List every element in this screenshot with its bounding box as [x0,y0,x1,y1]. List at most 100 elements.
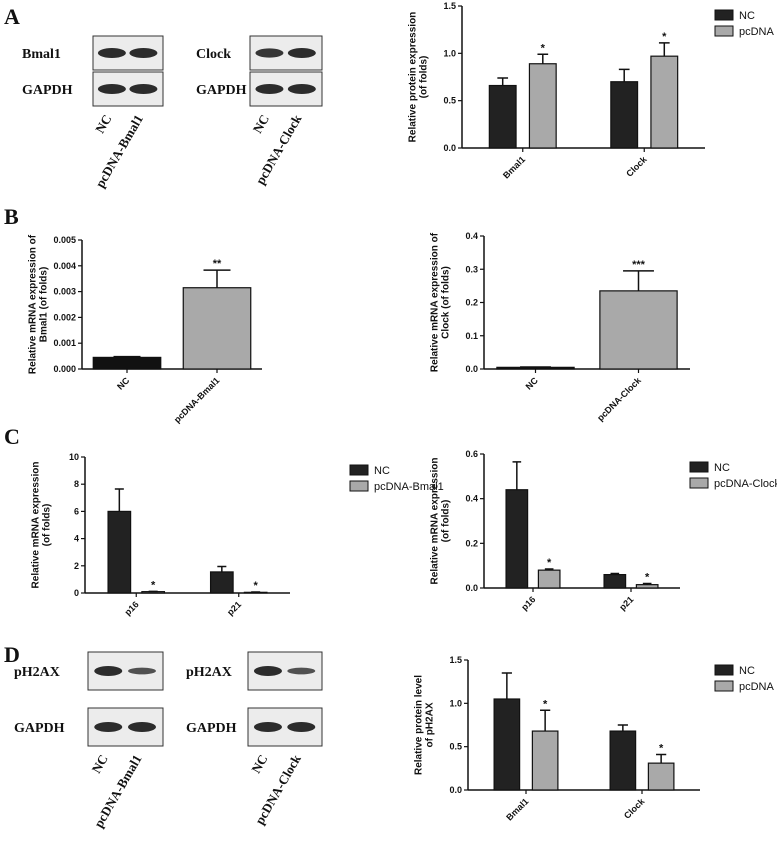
bar [650,55,679,149]
blot-row-label: pH2AX [186,665,232,680]
y-tick-label: 0.005 [53,235,76,245]
blot-band [287,722,316,732]
y-tick-label: 10 [69,452,79,462]
bar [488,84,517,149]
error-bar [217,565,227,572]
y-axis-label: Clock (of folds) [441,266,452,339]
panel-label: C [4,424,20,449]
y-tick-label: 8 [74,479,79,489]
error-bar [623,270,654,291]
lane-label: NC [250,112,272,136]
error-bar [544,568,554,571]
significance: * [543,698,548,710]
x-tick-label: p16 [519,594,537,612]
blot-row-label: GAPDH [196,83,247,98]
x-tick-label: Clock [622,796,647,821]
blot-band [128,722,156,732]
significance: * [659,742,664,754]
significance: ** [213,258,222,270]
error-bar [537,53,549,64]
y-tick-label: 0.1 [465,331,478,341]
blot-band [255,84,284,94]
x-tick-label: p21 [225,599,243,617]
blot-row-label: GAPDH [186,721,237,736]
y-tick-label: 0.003 [53,287,76,297]
x-tick-label: p16 [123,599,141,617]
y-tick-label: 0.004 [53,261,76,271]
legend-label: pcDNA [739,681,775,693]
y-axis-label: (of folds) [42,504,53,547]
legend-label: NC [739,665,755,677]
y-tick-label: 0.0 [465,364,478,374]
bar [92,356,162,370]
x-tick-label: p21 [617,594,635,612]
legend-label: NC [374,465,390,477]
y-tick-label: 0.0 [465,583,478,593]
y-tick-label: 0.3 [465,264,478,274]
error-bar [512,461,522,490]
y-tick-label: 0.5 [443,96,456,106]
lane-label: NC [88,752,110,776]
y-axis-label: Relative mRNA expression [31,462,42,589]
y-tick-label: 2 [74,561,79,571]
error-bar [497,77,509,86]
y-tick-label: 0.000 [53,364,76,374]
legend-swatch [714,25,734,37]
bar [610,81,639,149]
legend-label: NC [714,462,730,474]
x-tick-label: NC [115,375,132,392]
error-bar [618,68,630,82]
x-tick-label: pcDNA-Clock [595,375,643,423]
x-tick-label: Bmal1 [504,796,530,822]
y-tick-label: 0.0 [449,785,462,795]
blot-band [253,722,282,732]
legend-label: pcDNA-Clock [714,478,777,490]
blot-band [97,84,126,94]
panel-label: B [4,204,19,229]
legend-swatch [689,461,709,473]
y-tick-label: 1.0 [449,698,462,708]
bar [531,730,559,791]
x-tick-label: pcDNA-Bmal1 [172,375,222,425]
panel-label: D [4,642,20,667]
blot-band [287,48,316,58]
y-axis-label: Relative protein level [414,675,425,775]
y-tick-label: 4 [74,534,79,544]
blot-row-label: GAPDH [14,721,65,736]
blot-band [255,48,284,58]
legend-swatch [714,664,734,676]
blot-band [94,722,123,732]
y-tick-label: 0.0 [443,143,456,153]
bar [493,698,521,791]
significance: * [662,31,667,43]
y-tick-label: 0.5 [449,742,462,752]
bar [107,510,132,594]
legend-swatch [349,480,369,492]
blot-band [287,84,316,94]
significance: * [547,557,552,569]
bar [528,63,557,149]
bar [635,584,659,589]
y-tick-label: 0.2 [465,298,478,308]
bar [505,489,529,589]
significance: * [254,580,259,592]
blot-band [129,84,158,94]
error-bar [114,488,124,512]
legend-swatch [349,464,369,476]
y-tick-label: 1.5 [449,655,462,665]
y-axis-label: Bmal1 (of folds) [39,267,50,343]
legend-swatch [689,477,709,489]
y-axis-label: Relative mRNA expression of [430,232,441,372]
legend-swatch [714,680,734,692]
y-tick-label: 6 [74,506,79,516]
x-tick-label: Clock [624,154,649,179]
significance: * [541,42,546,54]
bar [182,287,252,370]
y-axis-label: Relative mRNA expression [430,458,441,585]
significance: * [151,579,156,591]
blot-band [128,667,156,675]
error-bar [501,672,512,699]
error-bar [113,355,141,358]
significance: *** [632,259,646,271]
